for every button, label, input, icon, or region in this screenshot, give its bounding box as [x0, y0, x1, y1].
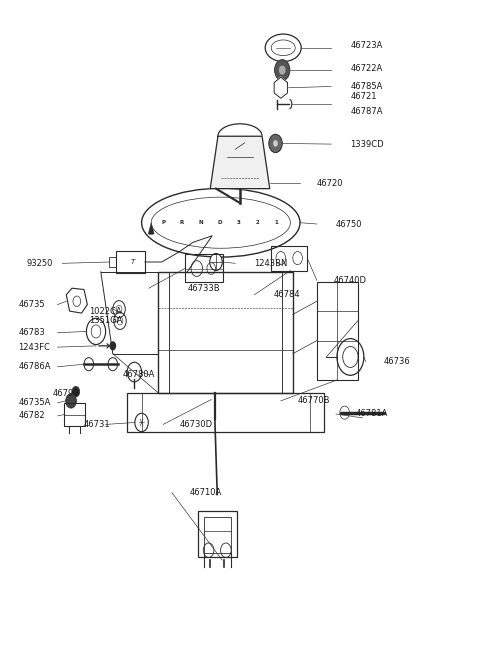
- Circle shape: [72, 386, 80, 397]
- Text: D: D: [217, 220, 222, 225]
- Circle shape: [275, 60, 290, 81]
- Circle shape: [109, 341, 116, 350]
- Text: 46733B: 46733B: [187, 284, 220, 293]
- Text: 93250: 93250: [26, 259, 53, 268]
- Circle shape: [135, 413, 148, 432]
- Text: 46731: 46731: [84, 420, 110, 429]
- Circle shape: [84, 358, 94, 371]
- Text: 46785A: 46785A: [350, 82, 383, 91]
- Text: 46770B: 46770B: [298, 396, 330, 405]
- Bar: [204, 517, 231, 553]
- Wedge shape: [148, 223, 154, 234]
- Bar: [271, 246, 307, 271]
- Text: 46784: 46784: [274, 290, 300, 299]
- Text: 46735A: 46735A: [18, 398, 50, 407]
- Text: 2: 2: [255, 220, 259, 225]
- Text: 1022CA: 1022CA: [89, 307, 121, 316]
- Bar: [116, 251, 145, 273]
- Text: P: P: [161, 220, 165, 225]
- Bar: [109, 257, 116, 267]
- Text: 1: 1: [274, 220, 278, 225]
- Text: 46720: 46720: [317, 179, 343, 188]
- Text: 1351GA: 1351GA: [89, 316, 122, 326]
- Text: 46786A: 46786A: [18, 362, 51, 371]
- Text: 46750: 46750: [336, 219, 362, 229]
- Circle shape: [108, 358, 118, 371]
- Polygon shape: [274, 77, 288, 98]
- Text: 46723A: 46723A: [350, 41, 383, 50]
- Bar: [158, 272, 293, 393]
- Bar: [127, 393, 324, 432]
- Circle shape: [340, 406, 349, 419]
- Circle shape: [269, 134, 282, 153]
- Text: 3: 3: [237, 220, 240, 225]
- Text: 46781A: 46781A: [355, 409, 387, 419]
- Bar: [64, 403, 85, 426]
- Text: 1243BN: 1243BN: [254, 259, 288, 268]
- Bar: [317, 282, 358, 380]
- Circle shape: [279, 66, 286, 75]
- Text: R: R: [180, 220, 184, 225]
- Text: N: N: [199, 220, 203, 225]
- Bar: [185, 254, 223, 282]
- Text: 46736: 46736: [384, 357, 411, 366]
- Text: 46721: 46721: [350, 92, 377, 102]
- Text: 46783: 46783: [18, 328, 45, 337]
- Bar: [198, 511, 238, 557]
- Text: 46735: 46735: [18, 300, 45, 309]
- Text: 46710A: 46710A: [190, 488, 222, 497]
- Text: 46780A: 46780A: [122, 370, 155, 379]
- Polygon shape: [210, 136, 270, 189]
- Text: 46730D: 46730D: [180, 420, 213, 429]
- Circle shape: [66, 394, 76, 408]
- Text: 46782: 46782: [18, 411, 45, 421]
- Text: 46799: 46799: [53, 388, 79, 398]
- Text: 1339CD: 1339CD: [350, 140, 384, 149]
- Text: 46787A: 46787A: [350, 107, 383, 116]
- Text: T: T: [131, 259, 135, 265]
- Text: 46740D: 46740D: [334, 276, 367, 285]
- Text: 1243FC: 1243FC: [18, 343, 50, 352]
- Circle shape: [210, 253, 222, 271]
- Circle shape: [273, 140, 278, 147]
- Text: 46722A: 46722A: [350, 64, 383, 73]
